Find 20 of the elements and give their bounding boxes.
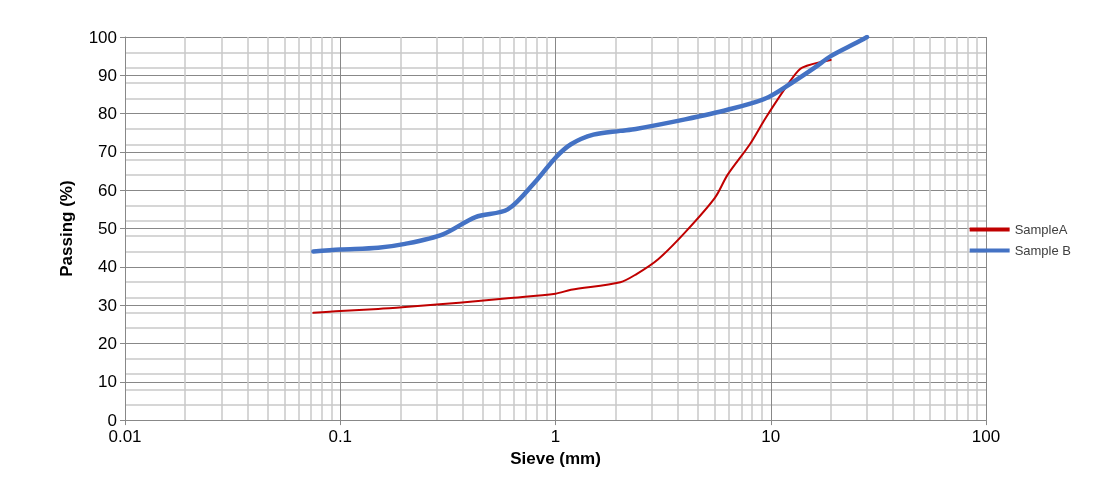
x-tick-label: 10 <box>761 427 781 447</box>
y-tick-label: 100 <box>88 27 117 47</box>
x-tick-label: 0.1 <box>328 427 353 447</box>
y-tick-label: 40 <box>98 257 117 277</box>
y-tick-label: 10 <box>98 372 117 392</box>
x-axis-title: Sieve (mm) <box>510 449 601 468</box>
y-tick-label: 60 <box>98 180 117 200</box>
y-tick-label: 80 <box>98 104 117 124</box>
y-tick-label: 20 <box>98 333 117 353</box>
legend-label: Sample B <box>1014 243 1072 258</box>
y-tick-label: 50 <box>98 219 117 239</box>
x-tick-label: 0.01 <box>108 427 142 447</box>
y-tick-label: 0 <box>107 410 117 430</box>
y-tick-label: 30 <box>98 295 117 315</box>
legend-label: SampleA <box>1014 222 1068 237</box>
y-tick-label: 70 <box>98 142 117 162</box>
y-axis-title: Passing (%) <box>57 180 76 277</box>
x-tick-label: 100 <box>971 427 1001 447</box>
y-tick-label: 90 <box>98 65 117 85</box>
x-tick-label: 1 <box>550 427 561 447</box>
